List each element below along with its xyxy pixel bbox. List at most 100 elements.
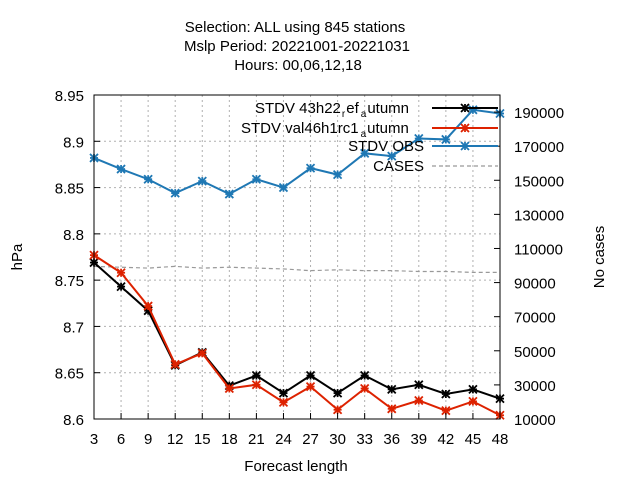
y-axis-ticks: 8.6 8.65 8.7 8.75 8.8 8.85 8.9 8.95 xyxy=(55,88,100,429)
data-point xyxy=(278,397,289,407)
x-tick-label: 36 xyxy=(383,431,400,448)
data-point xyxy=(197,348,207,358)
legend-label-cases: CASES xyxy=(373,158,424,175)
data-point xyxy=(441,406,451,416)
title-line-3: Hours: 00,06,12,18 xyxy=(234,57,362,74)
y-tick-label: 8.85 xyxy=(55,181,84,198)
data-point xyxy=(197,176,207,186)
legend-ref-sub2: a xyxy=(361,109,367,120)
data-point xyxy=(332,388,343,398)
y2-tick-label: 110000 xyxy=(514,241,563,258)
data-point xyxy=(278,388,289,398)
data-point xyxy=(468,384,478,395)
data-point xyxy=(387,404,397,414)
y2-axis-ticks: 10000 30000 50000 70000 90000 110000 130000 150… xyxy=(494,105,564,429)
legend-ref-tail: utumn xyxy=(367,100,409,117)
data-point xyxy=(441,389,451,399)
data-point xyxy=(251,380,262,390)
y-tick-label: 8.75 xyxy=(55,273,84,290)
data-point xyxy=(278,182,289,193)
data-point xyxy=(224,383,234,394)
data-point xyxy=(305,370,316,381)
legend-sample-marker xyxy=(460,103,470,113)
title-line-1: Selection: ALL using 845 stations xyxy=(185,19,405,36)
data-point xyxy=(441,134,451,145)
data-point xyxy=(143,174,153,184)
series-layer xyxy=(89,105,505,420)
x-axis-ticks: 3 6 9 12 15 18 21 24 27 30 33 36 39 42 45 48 xyxy=(90,413,509,448)
data-point xyxy=(224,189,234,199)
data-point xyxy=(332,405,343,415)
legend-val-sub1: a xyxy=(361,129,367,140)
x-tick-label: 6 xyxy=(117,431,125,448)
legend-ref-sub1: r xyxy=(342,109,346,120)
y2-tick-label: 10000 xyxy=(514,412,556,429)
data-point xyxy=(414,133,424,144)
data-point xyxy=(251,174,262,184)
data-point xyxy=(116,164,126,174)
legend-ref-mid: ef xyxy=(346,100,359,117)
data-point xyxy=(143,301,153,311)
y-tick-label: 8.7 xyxy=(63,319,84,336)
legend-label-obs: STDV OBS xyxy=(348,138,424,155)
data-point xyxy=(414,395,424,406)
y-tick-label: 8.6 xyxy=(63,412,84,429)
y2-tick-label: 70000 xyxy=(514,310,556,327)
x-tick-label: 45 xyxy=(465,431,482,448)
x-tick-label: 24 xyxy=(275,431,292,448)
series-line xyxy=(93,261,501,400)
data-point xyxy=(170,188,180,198)
y-axis-label: hPa xyxy=(9,243,26,270)
data-point xyxy=(116,268,126,278)
plot-frame xyxy=(93,94,501,420)
data-point xyxy=(332,169,343,180)
x-tick-label: 39 xyxy=(410,431,427,448)
legend-ref-main: STDV 43h22 xyxy=(255,100,341,117)
y2-tick-label: 30000 xyxy=(514,378,556,395)
title-line-2: Mslp Period: 20221001-20221031 xyxy=(184,38,410,55)
y-tick-label: 8.95 xyxy=(55,88,84,105)
y2-tick-label: 50000 xyxy=(514,344,556,361)
legend-val-main: STDV val46h1rc1 xyxy=(241,120,359,137)
x-tick-label: 33 xyxy=(356,431,373,448)
y-tick-label: 8.65 xyxy=(55,366,84,383)
series-line xyxy=(93,265,500,273)
x-tick-label: 42 xyxy=(438,431,455,448)
y2-tick-label: 90000 xyxy=(514,276,556,293)
x-tick-label: 3 xyxy=(90,431,98,448)
x-tick-label: 9 xyxy=(144,431,152,448)
data-point xyxy=(468,396,478,407)
data-point xyxy=(387,384,397,395)
x-axis-label: Forecast length xyxy=(244,458,347,475)
data-point xyxy=(305,163,316,173)
series-line xyxy=(93,254,501,417)
x-tick-label: 18 xyxy=(221,431,238,448)
x-tick-label: 21 xyxy=(248,431,265,448)
data-point xyxy=(116,281,126,292)
x-tick-label: 48 xyxy=(492,431,509,448)
data-point xyxy=(360,370,370,381)
data-point xyxy=(414,380,424,390)
legend-sample-marker xyxy=(460,123,470,133)
y2-axis-label: No cases xyxy=(591,226,608,289)
series-cases xyxy=(93,265,500,273)
legend-label-ref: STDV 43h22ref autumn xyxy=(255,100,409,120)
y2-tick-label: 150000 xyxy=(514,173,564,190)
grid-lines xyxy=(94,94,500,420)
series-stdv-43h22-ref-autumn xyxy=(89,257,505,404)
data-point xyxy=(360,383,370,394)
series-line xyxy=(93,108,501,196)
legend-val-tail: utumn xyxy=(367,120,409,137)
y-tick-label: 8.8 xyxy=(63,227,84,244)
legend-label-val: STDV val46h1rc1 autumn xyxy=(241,120,409,140)
x-tick-label: 27 xyxy=(302,431,319,448)
legend-sample-marker xyxy=(460,141,470,151)
data-point xyxy=(387,151,397,161)
data-point xyxy=(170,359,180,370)
y2-tick-label: 190000 xyxy=(514,105,564,122)
y-tick-label: 8.9 xyxy=(63,134,84,151)
y2-tick-label: 130000 xyxy=(514,207,564,224)
x-tick-label: 15 xyxy=(194,431,211,448)
legend: STDV 43h22ref autumn STDV val46h1rc1 autum… xyxy=(241,100,498,175)
legend-samples xyxy=(432,103,498,167)
